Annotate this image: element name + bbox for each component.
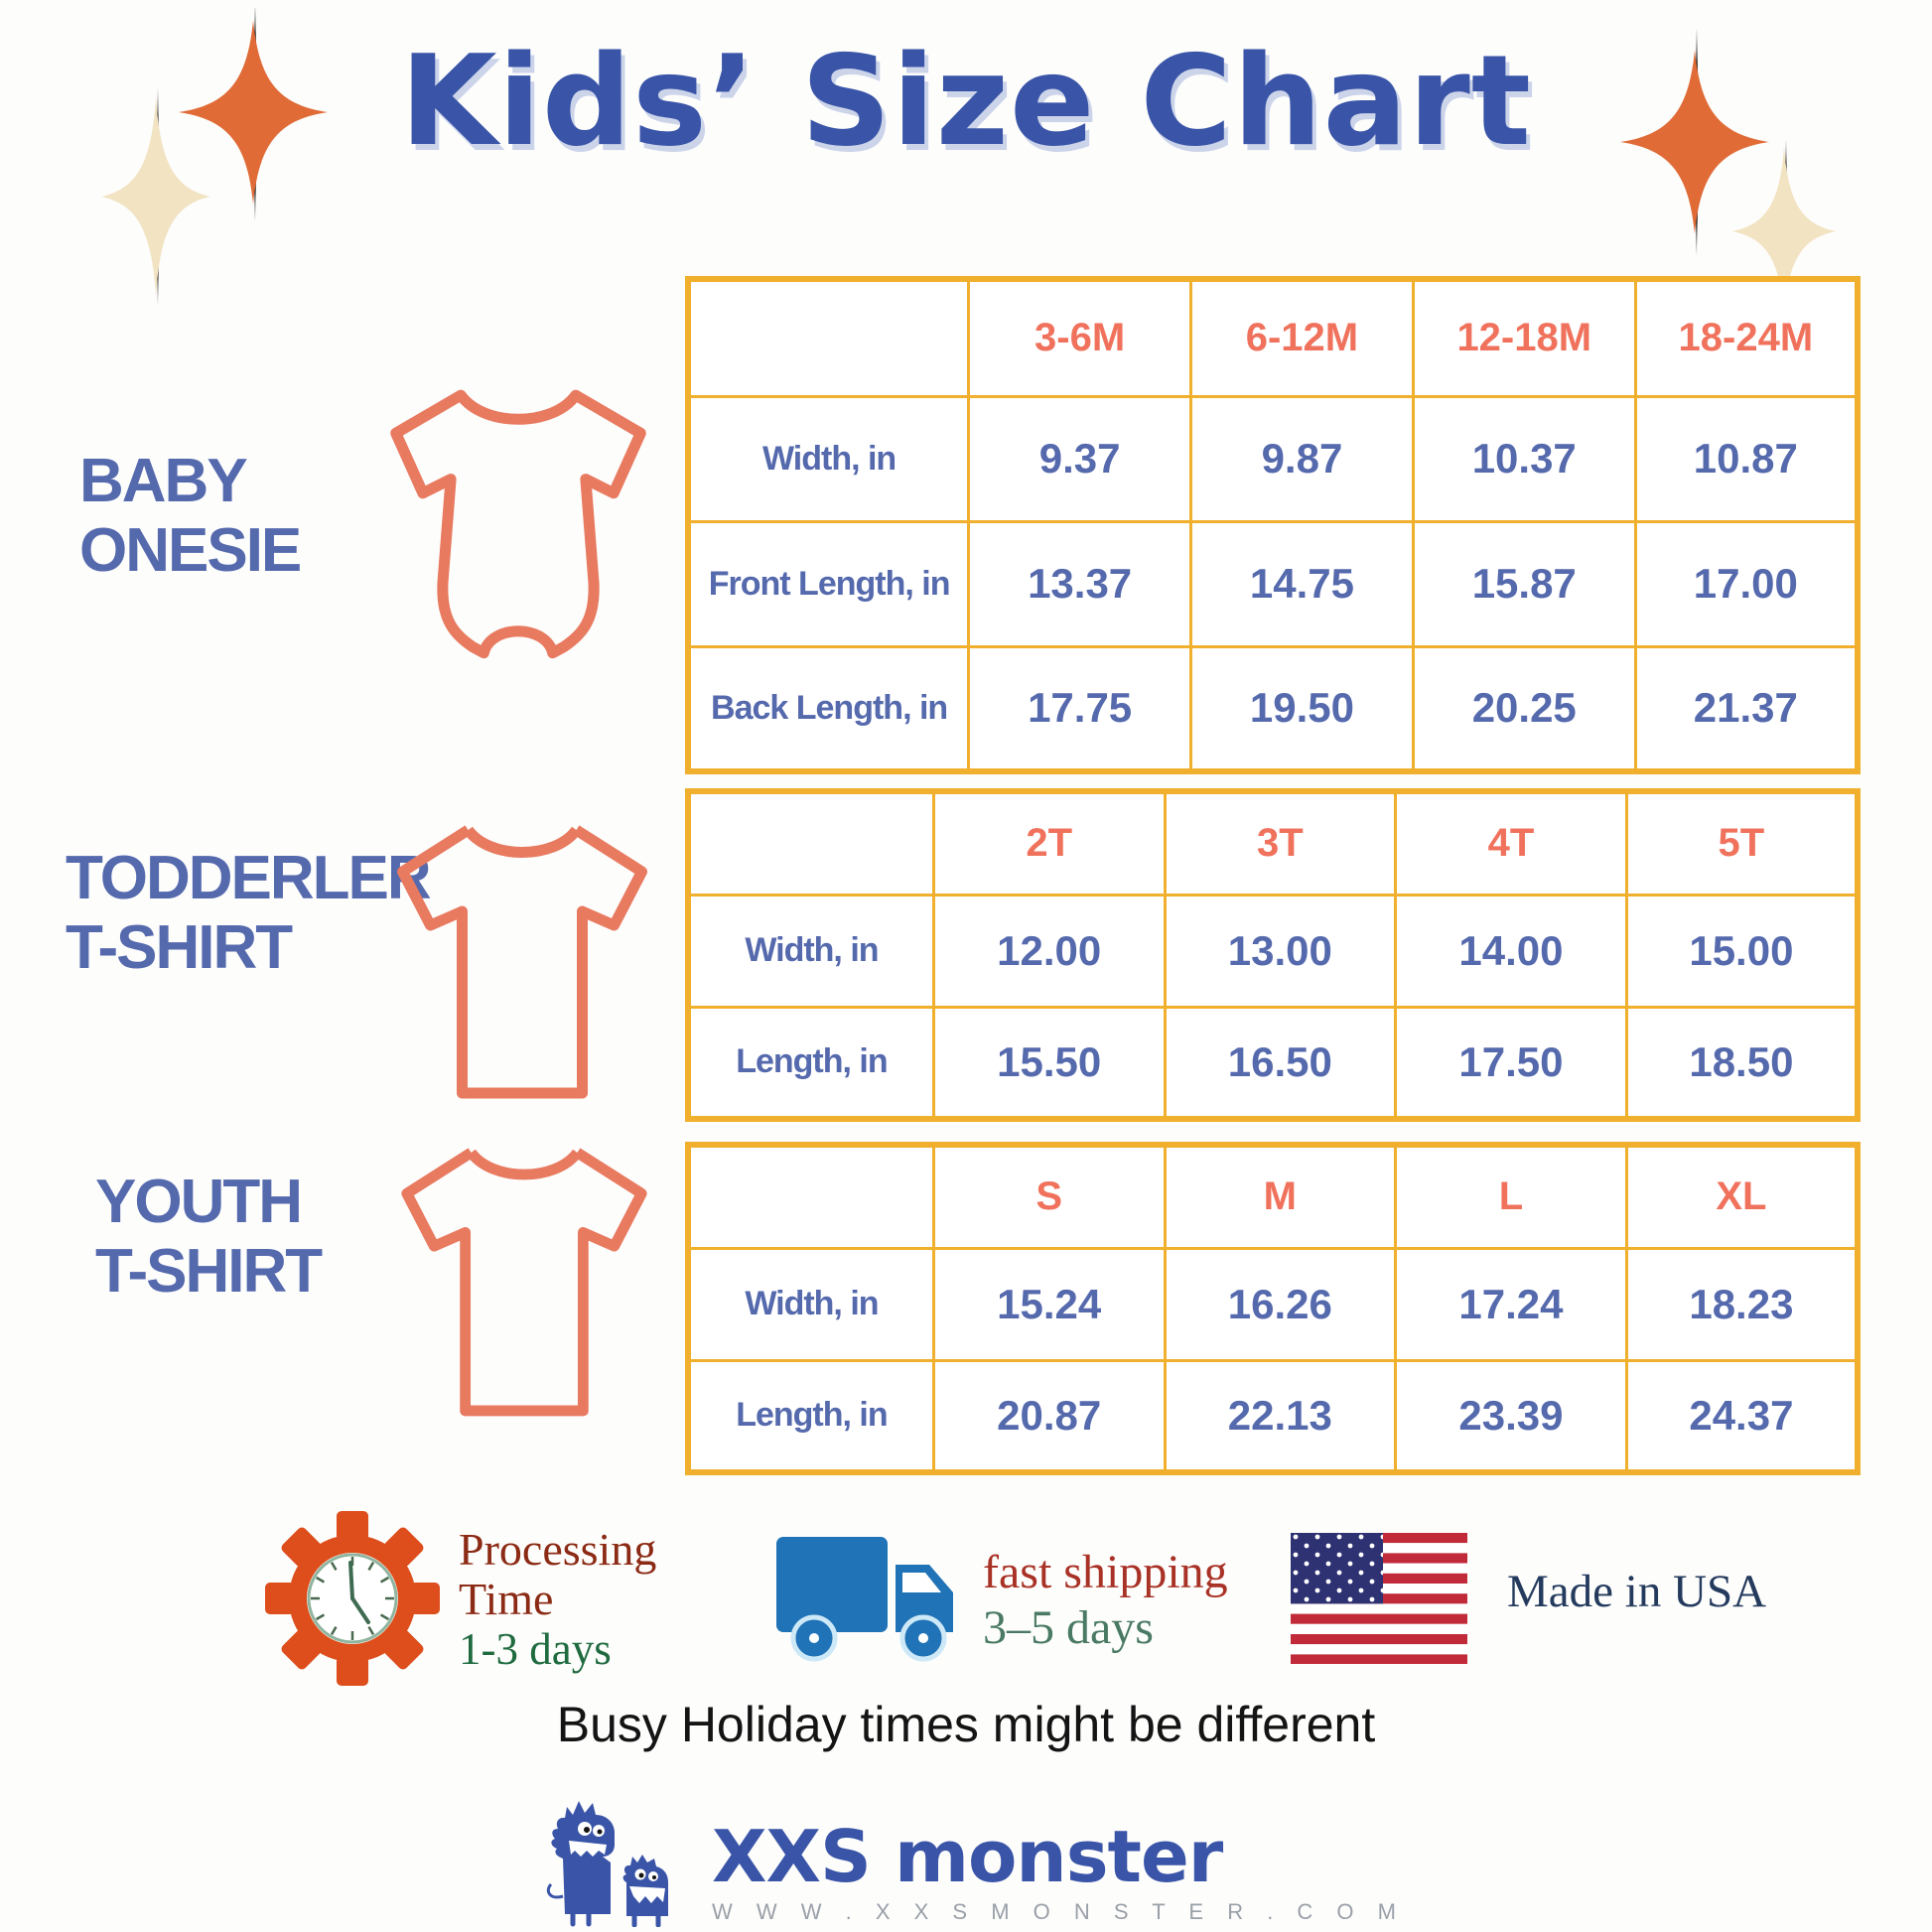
size-value: 17.75 — [967, 644, 1193, 773]
size-column-header: L — [1394, 1143, 1628, 1250]
size-column-header: 5T — [1624, 789, 1860, 897]
table-row: Front Length, in 13.37 14.75 15.87 17.00 — [686, 519, 1860, 648]
monster-mascots-icon — [546, 1801, 668, 1927]
table-row: Length, in 15.50 16.50 17.50 18.50 — [686, 1005, 1860, 1121]
size-value: 15.87 — [1411, 519, 1637, 648]
size-column-header: S — [931, 1143, 1167, 1250]
size-value: 17.24 — [1394, 1246, 1628, 1362]
size-value: 14.00 — [1394, 893, 1628, 1009]
size-column-header: 18-24M — [1633, 277, 1860, 398]
row-label: Length, in — [686, 1358, 935, 1474]
size-value: 22.13 — [1163, 1358, 1398, 1474]
size-value: 24.37 — [1624, 1358, 1860, 1474]
section-label-toddler-tshirt: TODDERLER T-SHIRT — [66, 844, 432, 982]
size-value: 20.25 — [1411, 644, 1637, 773]
brand-website: W W W . X X S M O N S T E R . C O M — [712, 1899, 1405, 1924]
size-value: 23.39 — [1394, 1358, 1628, 1474]
made-in-usa-text: Made in USA — [1507, 1566, 1767, 1617]
shipping-truck-icon — [776, 1537, 953, 1662]
size-value: 16.26 — [1163, 1246, 1398, 1362]
size-value: 21.37 — [1633, 644, 1860, 773]
table-row: Width, in 9.37 9.87 10.37 10.87 — [686, 394, 1860, 523]
usa-flag-icon — [1291, 1533, 1467, 1664]
table-row: Width, in 12.00 13.00 14.00 15.00 — [686, 893, 1860, 1009]
table-row: Length, in 20.87 22.13 23.39 24.37 — [686, 1358, 1860, 1474]
brand-name: XXS monster — [712, 1815, 1223, 1898]
size-value: 10.37 — [1411, 394, 1637, 523]
section-label-youth-tshirt: YOUTH T-SHIRT — [95, 1168, 323, 1306]
size-value: 16.50 — [1163, 1005, 1398, 1121]
size-column-header: M — [1163, 1143, 1398, 1250]
size-value: 18.50 — [1624, 1005, 1860, 1121]
size-value: 20.87 — [931, 1358, 1167, 1474]
size-value: 13.00 — [1163, 893, 1398, 1009]
row-label: Length, in — [686, 1005, 935, 1121]
brand-logo-block: XXS monster W W W . X X S M O N S T E R … — [0, 1793, 1932, 1927]
size-value: 15.24 — [931, 1246, 1167, 1362]
size-value: 12.00 — [931, 893, 1167, 1009]
corner-cell — [686, 1143, 935, 1250]
size-value: 15.00 — [1624, 893, 1860, 1009]
sparkle-decoration-left — [101, 8, 328, 306]
size-column-header: 4T — [1394, 789, 1628, 897]
row-label: Width, in — [686, 893, 935, 1009]
size-value: 10.87 — [1633, 394, 1860, 523]
size-value: 15.50 — [931, 1005, 1167, 1121]
row-label: Front Length, in — [686, 519, 971, 648]
size-value: 19.50 — [1189, 644, 1415, 773]
sparkle-decoration-right — [1620, 28, 1837, 324]
corner-cell — [686, 277, 971, 398]
size-column-header: 2T — [931, 789, 1167, 897]
size-value: 14.75 — [1189, 519, 1415, 648]
size-value: 18.23 — [1624, 1246, 1860, 1362]
row-label: Back Length, in — [686, 644, 971, 773]
row-label: Width, in — [686, 394, 971, 523]
youth-tshirt-size-table: S M L XL Width, in 15.24 16.26 17.24 18.… — [685, 1142, 1861, 1475]
toddler-tshirt-size-table: 2T 3T 4T 5T Width, in 12.00 13.00 14.00 … — [685, 788, 1861, 1122]
section-label-baby-onesie: BABY ONESIE — [79, 447, 302, 585]
size-column-header: XL — [1624, 1143, 1860, 1250]
size-value: 9.87 — [1189, 394, 1415, 523]
table-row: Width, in 15.24 16.26 17.24 18.23 — [686, 1246, 1860, 1362]
processing-time-text: Processing Time 1-3 days — [459, 1524, 657, 1675]
row-label: Width, in — [686, 1246, 935, 1362]
size-value: 17.50 — [1394, 1005, 1628, 1121]
size-value: 17.00 — [1633, 519, 1860, 648]
size-value: 9.37 — [967, 394, 1193, 523]
holiday-notice-text: Busy Holiday times might be different — [556, 1697, 1376, 1752]
processing-time-gear-clock-icon — [265, 1511, 440, 1686]
size-column-header: 3-6M — [967, 277, 1193, 398]
size-column-header: 3T — [1163, 789, 1398, 897]
size-value: 13.37 — [967, 519, 1193, 648]
table-row: Back Length, in 17.75 19.50 20.25 21.37 — [686, 644, 1860, 773]
fast-shipping-text: fast shipping 3–5 days — [983, 1546, 1228, 1654]
youth-tshirt-icon — [401, 1148, 647, 1417]
baby-onesie-icon — [390, 389, 646, 659]
corner-cell — [686, 789, 935, 897]
toddler-tshirt-icon — [397, 825, 647, 1099]
baby-onesie-size-table: 3-6M 6-12M 12-18M 18-24M Width, in 9.37 … — [685, 276, 1861, 774]
size-column-header: 6-12M — [1189, 277, 1415, 398]
page-title: Kids’ Size Chart — [400, 28, 1532, 174]
size-column-header: 12-18M — [1411, 277, 1637, 398]
